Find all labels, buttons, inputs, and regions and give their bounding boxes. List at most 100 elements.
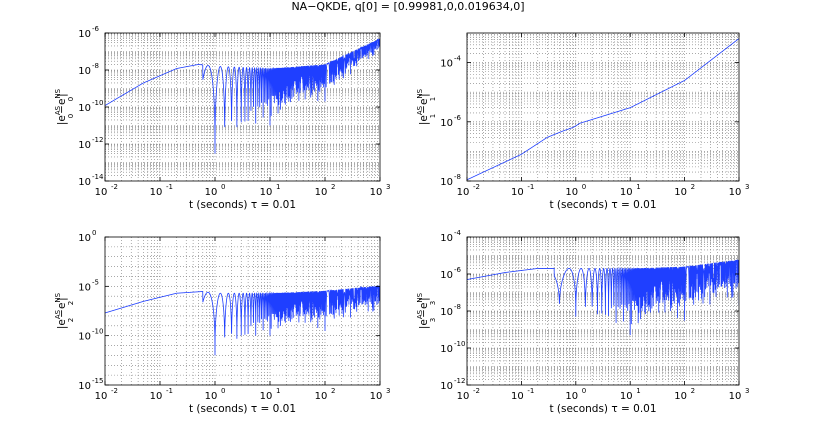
y-tick-exp: -12: [454, 377, 465, 385]
x-tick-exp: 0: [582, 387, 586, 395]
x-tick-label: 10: [674, 391, 687, 402]
y-tick-exp: -6: [454, 266, 462, 274]
x-tick-label: 10: [620, 391, 633, 402]
y-tick-label: 10: [78, 282, 91, 293]
x-tick-exp: 3: [745, 183, 749, 191]
y-tick-exp: -8: [454, 173, 461, 181]
y-axis-label: |eAS2−eNS2|: [54, 292, 75, 329]
y-tick-label: 10: [440, 344, 453, 355]
y-tick-exp: -8: [92, 62, 99, 70]
grid: [467, 33, 739, 181]
x-tick-exp: -2: [111, 183, 118, 191]
y-tick-label: 10: [440, 118, 453, 129]
x-tick-exp: 3: [745, 387, 749, 395]
y-tick-label: 10: [78, 29, 91, 40]
y-axis-label: |eAS3−eNS3|: [416, 292, 437, 329]
x-axis-label: t (seconds) τ = 0.01: [549, 199, 656, 211]
x-tick-exp: 1: [636, 183, 640, 191]
x-tick-exp: -2: [111, 387, 118, 395]
x-axis-label: t (seconds) τ = 0.01: [189, 403, 296, 415]
x-tick-exp: 1: [276, 387, 280, 395]
x-tick-label: 10: [150, 391, 163, 402]
y-tick-exp: -12: [92, 136, 103, 144]
figure-title: NA−QKDE, q[0] = [0.99981,0,0.019634,0]: [291, 0, 524, 13]
series-line: [467, 38, 739, 181]
y-tick-label: 10: [440, 59, 453, 70]
y-tick-label: 10: [440, 381, 453, 392]
x-tick-exp: 2: [331, 183, 335, 191]
y-tick-label: 10: [78, 381, 91, 392]
y-tick-label: 10: [78, 103, 91, 114]
x-tick-exp: 3: [386, 387, 390, 395]
y-tick-exp: 0: [92, 229, 96, 237]
x-tick-label: 10: [457, 391, 470, 402]
y-tick-label: 10: [440, 307, 453, 318]
axes-box: [104, 32, 381, 182]
x-tick-exp: -1: [166, 183, 173, 191]
y-axis-label: |eAS1−eNS1|: [416, 88, 437, 125]
y-axis-label: |eAS0−eNS0|: [54, 88, 75, 125]
y-tick-label: 10: [78, 332, 91, 343]
y-tick-exp: -4: [454, 55, 462, 63]
y-tick-label: 10: [440, 270, 453, 281]
y-tick-label: 10: [78, 66, 91, 77]
x-tick-exp: 3: [386, 183, 390, 191]
y-tick-exp: -10: [92, 99, 103, 107]
x-tick-label: 10: [457, 187, 470, 198]
y-tick-exp: -6: [92, 25, 100, 33]
x-tick-label: 10: [315, 187, 328, 198]
x-axis-label: t (seconds) τ = 0.01: [549, 403, 656, 415]
x-tick-label: 10: [205, 391, 218, 402]
x-tick-exp: 0: [221, 387, 225, 395]
series-line: [105, 38, 380, 154]
x-tick-label: 10: [729, 187, 742, 198]
y-tick-label: 10: [78, 177, 91, 188]
x-tick-exp: -2: [473, 387, 480, 395]
y-tick-exp: -10: [92, 328, 103, 336]
y-tick-label: 10: [440, 177, 453, 188]
x-tick-label: 10: [511, 391, 524, 402]
series-line: [467, 259, 739, 336]
x-tick-label: 10: [315, 391, 328, 402]
x-tick-label: 10: [260, 391, 273, 402]
grid: [105, 237, 380, 385]
y-tick-exp: -4: [454, 229, 462, 237]
y-tick-label: 10: [78, 140, 91, 151]
grid: [105, 33, 380, 181]
y-tick-exp: -10: [454, 340, 465, 348]
x-tick-exp: -2: [473, 183, 480, 191]
y-tick-exp: -15: [92, 377, 103, 385]
x-tick-exp: -1: [527, 183, 534, 191]
x-tick-label: 10: [511, 187, 524, 198]
x-axis-label: t (seconds) τ = 0.01: [189, 199, 296, 211]
y-tick-exp: -14: [92, 173, 104, 181]
series-line: [105, 285, 380, 356]
x-tick-label: 10: [205, 187, 218, 198]
x-tick-exp: 1: [276, 183, 280, 191]
y-tick-label: 10: [78, 233, 91, 244]
x-tick-label: 10: [729, 391, 742, 402]
x-tick-label: 10: [674, 187, 687, 198]
x-tick-exp: -1: [166, 387, 173, 395]
x-tick-exp: 2: [691, 387, 695, 395]
y-tick-label: 10: [440, 233, 453, 244]
x-tick-exp: 2: [331, 387, 335, 395]
x-tick-label: 10: [95, 187, 108, 198]
x-tick-label: 10: [370, 391, 383, 402]
x-tick-label: 10: [95, 391, 108, 402]
x-tick-label: 10: [370, 187, 383, 198]
x-tick-label: 10: [565, 187, 578, 198]
x-tick-label: 10: [565, 391, 578, 402]
axes-box: [466, 32, 740, 182]
x-tick-exp: 2: [691, 183, 695, 191]
axes-box: [104, 236, 381, 386]
chart-p1: 10 -2 10 -1 10 0 10 1 10 2 10 310 -810 -610 -4t (secon…: [416, 32, 749, 211]
x-tick-label: 10: [150, 187, 163, 198]
x-tick-label: 10: [620, 187, 633, 198]
y-tick-exp: -6: [454, 114, 462, 122]
